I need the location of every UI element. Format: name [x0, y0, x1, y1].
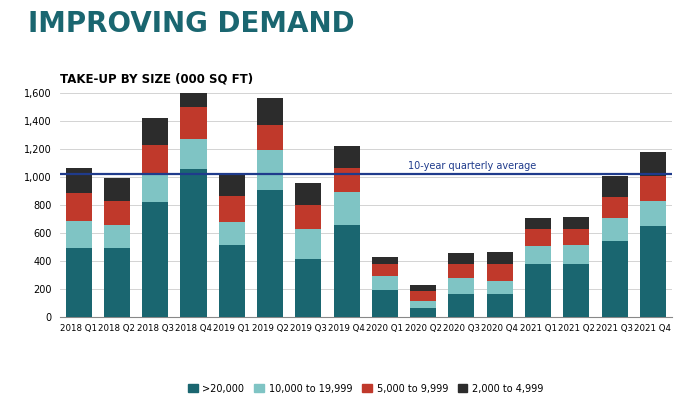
Bar	[334, 225, 360, 317]
Bar	[66, 248, 92, 317]
Bar	[334, 192, 360, 225]
Bar	[218, 222, 245, 246]
Bar	[372, 257, 398, 264]
Bar	[640, 202, 666, 226]
Bar	[142, 145, 168, 173]
Bar	[295, 183, 321, 205]
Bar	[525, 229, 551, 246]
Text: IMPROVING DEMAND: IMPROVING DEMAND	[28, 10, 355, 38]
Bar	[257, 125, 283, 150]
Bar	[334, 168, 360, 192]
Bar	[564, 264, 589, 317]
Bar	[486, 265, 512, 281]
Bar	[218, 196, 245, 222]
Bar	[181, 139, 206, 169]
Bar	[525, 265, 551, 317]
Bar	[601, 241, 628, 317]
Bar	[104, 201, 130, 225]
Bar	[142, 173, 168, 202]
Bar	[181, 81, 206, 107]
Bar	[525, 246, 551, 265]
Text: TAKE-UP BY SIZE (000 SQ FT): TAKE-UP BY SIZE (000 SQ FT)	[60, 72, 253, 85]
Bar	[218, 174, 245, 196]
Bar	[334, 146, 360, 168]
Bar	[564, 217, 589, 229]
Bar	[66, 193, 92, 221]
Bar	[640, 175, 666, 202]
Bar	[104, 248, 130, 317]
Bar	[295, 205, 321, 229]
Bar	[257, 150, 283, 190]
Bar	[564, 229, 589, 246]
Bar	[181, 169, 206, 317]
Bar	[486, 294, 512, 317]
Bar	[601, 197, 628, 217]
Bar	[601, 175, 628, 197]
Bar	[372, 264, 398, 276]
Bar	[525, 217, 551, 229]
Bar	[142, 202, 168, 317]
Bar	[257, 98, 283, 125]
Bar	[142, 118, 168, 145]
Legend: >20,000, 10,000 to 19,999, 5,000 to 9,999, 2,000 to 4,999: >20,000, 10,000 to 19,999, 5,000 to 9,99…	[184, 380, 547, 396]
Bar	[640, 226, 666, 317]
Bar	[564, 246, 589, 264]
Bar	[372, 276, 398, 289]
Text: Lambert
Smith
Hampton: Lambert Smith Hampton	[615, 29, 669, 67]
Bar	[601, 217, 628, 241]
Bar	[410, 308, 436, 317]
Bar	[640, 152, 666, 175]
Text: SOURCE: LSH RESEARCH: SOURCE: LSH RESEARCH	[585, 380, 690, 389]
Bar	[257, 190, 283, 317]
Bar	[104, 225, 130, 248]
Bar	[449, 253, 475, 264]
Bar	[410, 286, 436, 291]
Bar	[295, 259, 321, 317]
Bar	[218, 246, 245, 317]
Bar	[295, 229, 321, 259]
Bar	[449, 294, 475, 317]
Bar	[66, 221, 92, 248]
Bar	[449, 278, 475, 294]
Text: 10-year quarterly average: 10-year quarterly average	[408, 161, 536, 171]
Bar	[181, 107, 206, 139]
Bar	[449, 264, 475, 278]
Bar	[66, 168, 92, 193]
Bar	[372, 289, 398, 317]
Bar	[410, 301, 436, 308]
Bar	[486, 253, 512, 265]
Bar	[410, 291, 436, 301]
Bar	[486, 281, 512, 294]
Bar	[104, 178, 130, 201]
